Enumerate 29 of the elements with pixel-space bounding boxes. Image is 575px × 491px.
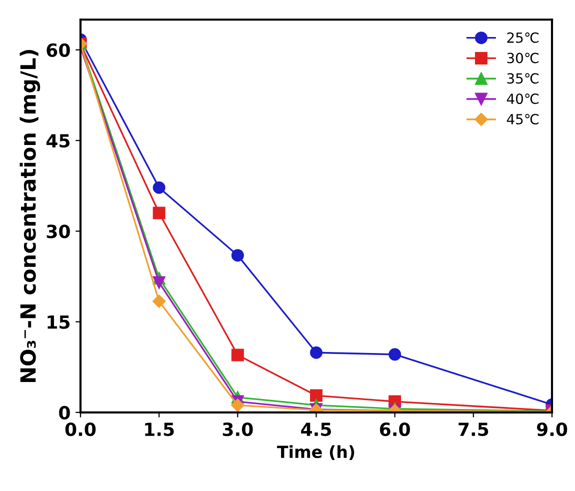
legend-label: 25℃: [507, 32, 539, 43]
x-axis-title: Time (h): [277, 445, 354, 460]
point: [231, 398, 244, 412]
point: [231, 249, 244, 262]
point: [310, 389, 322, 402]
legend-label: 35℃: [507, 73, 539, 84]
y-tick-label: 15: [48, 315, 70, 329]
legend-label: 45℃: [506, 114, 539, 124]
point: [152, 294, 166, 308]
point: [231, 348, 244, 362]
point: [152, 181, 166, 194]
point: [152, 206, 166, 220]
y-tick-label: 0: [59, 406, 70, 420]
x-tick-label: 3.0: [222, 422, 253, 436]
x-tick-label: 6.0: [380, 422, 410, 436]
x-tick-label: 4.5: [301, 422, 331, 436]
point: [310, 346, 322, 359]
legend-label: 40℃: [506, 94, 539, 104]
y-tick-label: 60: [46, 43, 70, 57]
x-tick-label: 9.0: [536, 422, 568, 436]
x-tick-label: 0.0: [65, 422, 96, 436]
y-tick-label: 30: [46, 224, 70, 238]
y-tick-label: 45: [46, 134, 70, 148]
x-tick-label: 1.5: [145, 422, 174, 436]
y-axis-title: NO₃⁻-N concentration (mg/L): [20, 50, 40, 382]
legend-label: 30℃: [507, 52, 539, 64]
point: [152, 276, 166, 289]
point: [388, 348, 402, 361]
x-tick-label: 7.5: [458, 422, 488, 436]
